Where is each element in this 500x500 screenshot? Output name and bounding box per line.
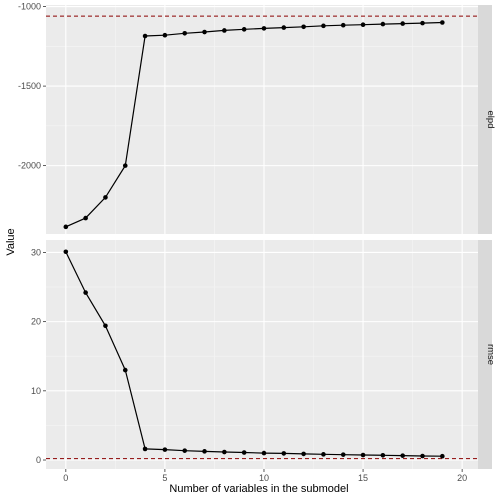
data-point (162, 32, 168, 38)
data-point (301, 24, 306, 30)
x-tick-label: 10 (259, 473, 269, 483)
data-point (420, 20, 425, 26)
data-point (63, 224, 69, 230)
x-tick-label: 15 (358, 473, 368, 483)
data-point (400, 21, 405, 26)
data-point (142, 33, 148, 39)
data-point (340, 22, 346, 28)
x-axis: 0 5 10 15 20 (63, 469, 467, 483)
facet-strip (478, 240, 492, 469)
panel-elpd: -2000 -1500 -1000 elpd (18, 2, 496, 234)
y-tick-label: 10 (31, 386, 41, 396)
data-point (380, 21, 386, 27)
data-point (281, 451, 287, 456)
panel-background (46, 240, 478, 469)
data-point (340, 452, 346, 457)
x-tick-label: 20 (457, 473, 467, 483)
y-tick-label: 30 (31, 247, 41, 257)
panels: -2000 -1500 -1000 elpd 0 10 20 30 rmse 0 5 10 15 20 (18, 2, 496, 483)
data-point (222, 449, 227, 455)
series-line (65, 251, 443, 457)
data-point (162, 447, 168, 452)
data-point (83, 215, 88, 221)
data-point (122, 163, 128, 168)
x-axis-title: Number of variables in the submodel (169, 483, 348, 495)
data-point (440, 20, 445, 25)
data-point (420, 453, 425, 459)
data-point (321, 452, 326, 457)
data-point (440, 453, 445, 459)
data-point (281, 25, 287, 30)
y-tick-label: -2000 (18, 161, 41, 171)
facet-strip (478, 5, 492, 234)
data-point (103, 195, 108, 200)
x-tick-label: 0 (63, 473, 68, 483)
y-axis-title: Value (5, 228, 17, 255)
data-point (261, 26, 267, 31)
facet-strip-label: rmse (485, 344, 496, 365)
data-point (182, 448, 188, 453)
series-line (65, 21, 443, 228)
data-point (241, 27, 247, 32)
data-point (241, 450, 247, 455)
data-point (261, 450, 267, 456)
data-point (380, 453, 386, 458)
data-point (222, 28, 227, 33)
data-point (83, 290, 88, 295)
y-tick-label: -1500 (18, 81, 41, 91)
data-point (301, 451, 306, 457)
x-tick-label: 5 (162, 473, 167, 483)
data-point (182, 31, 188, 36)
data-point (321, 23, 326, 29)
panel-rmse: 0 10 20 30 rmse (31, 240, 496, 469)
data-point (63, 249, 69, 255)
data-point (142, 446, 148, 452)
facet-strip-label: elpd (485, 111, 496, 129)
data-point (360, 452, 366, 458)
y-tick-label: 20 (31, 317, 41, 327)
y-tick-label: -1000 (18, 2, 41, 12)
data-point (202, 449, 207, 454)
data-point (103, 323, 108, 329)
data-point (360, 22, 366, 28)
data-point (400, 453, 405, 458)
data-point (122, 367, 128, 373)
y-tick-label: 0 (36, 455, 41, 465)
data-point (202, 29, 207, 35)
panel-background (46, 5, 478, 234)
